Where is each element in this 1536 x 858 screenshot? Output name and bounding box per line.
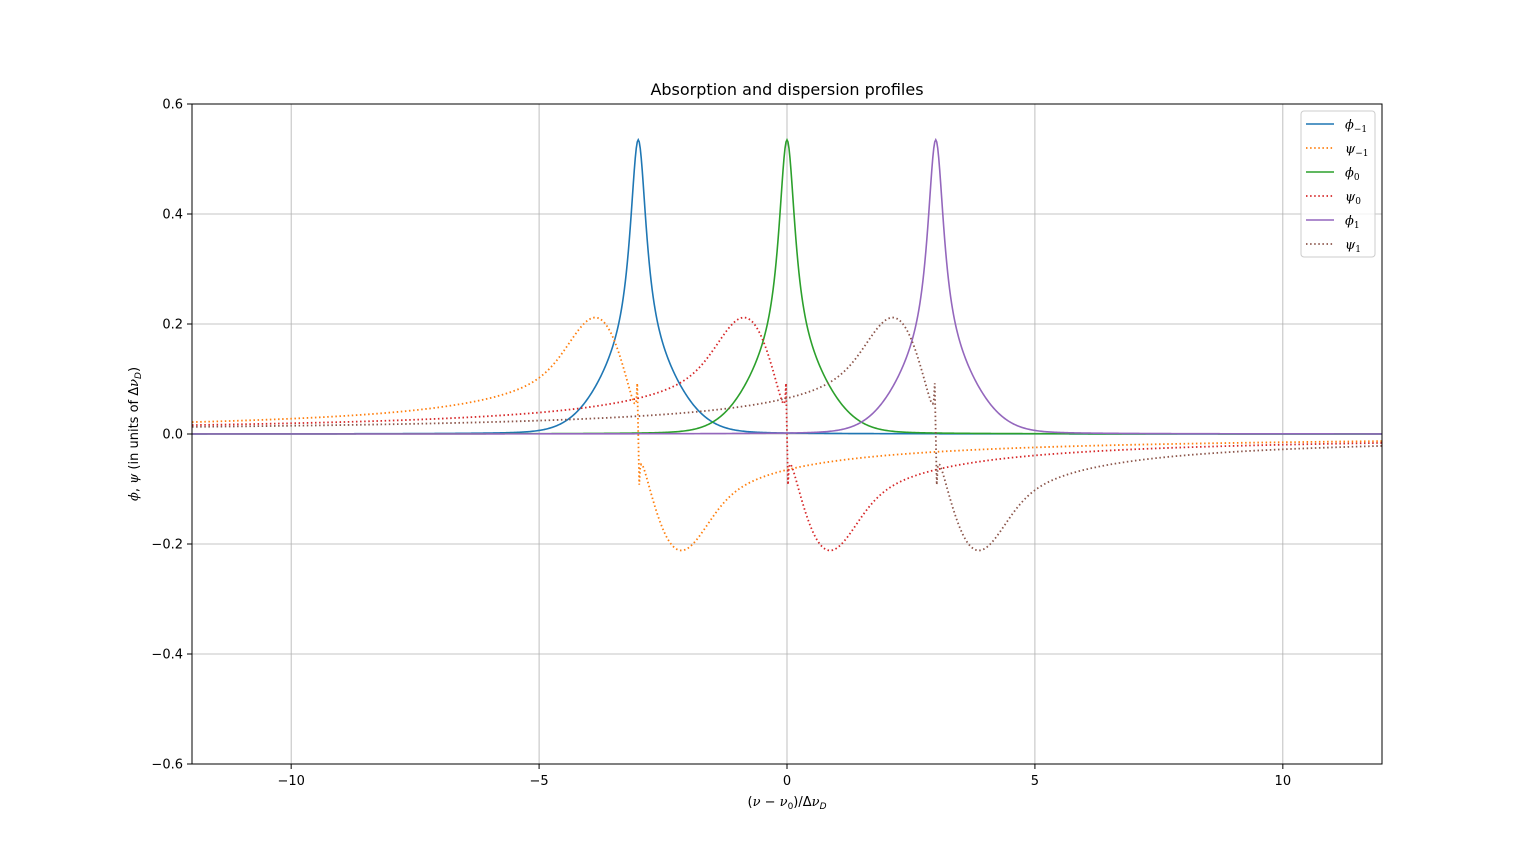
y-tick-label: 0.6 xyxy=(162,98,183,113)
x-tick-label: 5 xyxy=(1031,774,1039,789)
y-tick-label: 0.4 xyxy=(162,208,183,223)
y-tick-label: 0.0 xyxy=(162,428,183,443)
y-tick-label: −0.2 xyxy=(151,538,183,553)
series-line-absorption-3 xyxy=(192,137,1382,435)
legend-label: ϕ−1 xyxy=(1345,118,1367,135)
legend-label: ψ0 xyxy=(1345,190,1361,207)
series-line-dispersion-0 xyxy=(192,316,1382,552)
x-tick-label: −10 xyxy=(277,774,304,789)
legend-label: ϕ0 xyxy=(1345,166,1360,183)
legend-label: ψ−1 xyxy=(1345,142,1368,159)
y-axis-label: ϕ, ψ (in units of ΔνD) xyxy=(127,367,144,501)
series-layer xyxy=(192,137,1382,552)
x-axis-label: (ν − ν0)/ΔνD xyxy=(748,795,827,812)
y-tick-label: −0.4 xyxy=(151,648,183,663)
x-tick-label: −5 xyxy=(529,774,548,789)
legend-label: ϕ1 xyxy=(1345,214,1360,231)
y-tick-label: 0.2 xyxy=(162,318,183,333)
y-tick-label: −0.6 xyxy=(151,758,183,773)
x-tick-label: 0 xyxy=(783,774,791,789)
series-line-dispersion--3 xyxy=(192,316,1382,552)
legend: ϕ−1 ψ−1 ϕ0 ψ0 ϕ1 ψ1 xyxy=(1300,110,1376,258)
ticks: −10 −5 0 5 10 −0.6 −0.4 −0.2 0.0 0.2 0.4 0.6 xyxy=(151,98,1291,790)
x-tick-label: 10 xyxy=(1275,774,1292,789)
chart-title: Absorption and dispersion profiles xyxy=(650,80,923,99)
legend-label: ψ1 xyxy=(1345,238,1361,255)
